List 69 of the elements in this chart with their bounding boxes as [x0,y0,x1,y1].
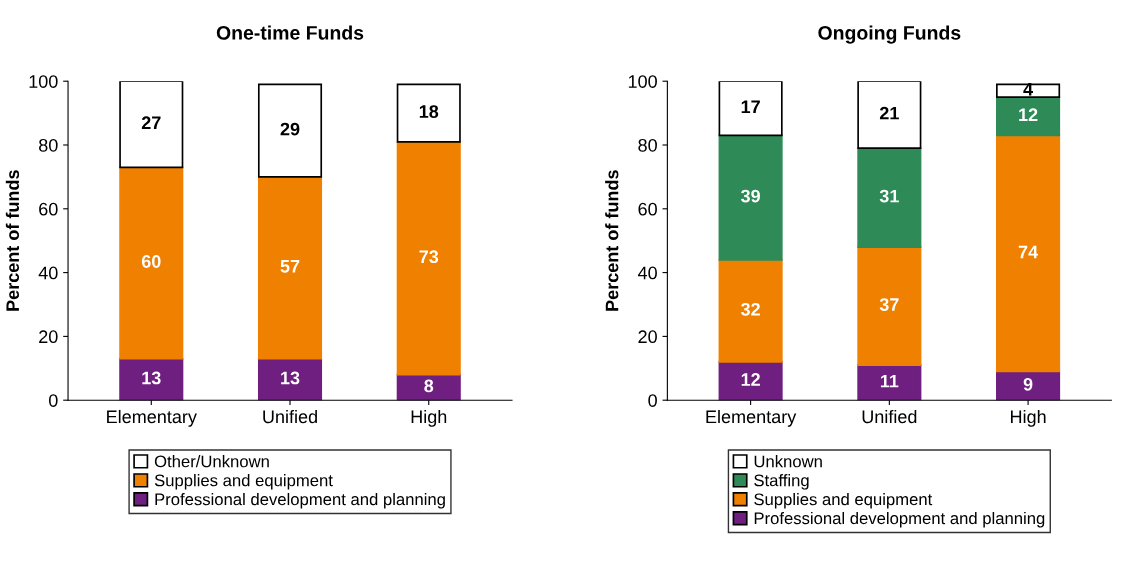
legend-label: Professional development and planning [754,511,1045,528]
y-tick-label: 40 [38,266,58,280]
data-label: 57 [280,260,300,273]
legend-label: Unknown [754,455,822,468]
data-label: 37 [879,298,899,311]
y-tick-label: 40 [637,266,657,280]
x-tick-label: High [411,409,447,427]
bar [996,134,1061,373]
bar [119,357,184,401]
y-tick-label: 0 [648,394,657,407]
legend-label: Supplies and equipment [154,474,333,490]
y-tick-label: 60 [638,202,657,216]
data-label: 73 [419,250,439,264]
x-tick-label: Unified [263,409,317,424]
bar [718,134,783,261]
legend-label: Professional development and planning [155,493,445,509]
data-label: 39 [740,189,760,203]
data-label: 60 [141,255,161,268]
bar [857,81,922,150]
data-label: 18 [419,105,439,118]
data-label: 32 [740,302,760,316]
data-label: 21 [879,106,899,120]
data-label: 13 [281,371,300,385]
y-tick-label: 20 [39,330,58,344]
y-tick-label: 20 [638,330,657,344]
bar [257,176,323,360]
data-label: 12 [741,373,760,386]
bar [996,83,1061,98]
bar [119,81,184,169]
data-label: 8 [424,379,434,393]
y-tick-label: 0 [48,394,58,407]
bar [718,259,783,363]
bar [857,246,922,366]
data-label: 74 [1018,245,1039,259]
data-label: 29 [280,122,300,136]
bar [396,83,461,143]
legend-label: Supplies and equipment [754,493,933,509]
chart-title: One-time Funds [216,25,364,40]
bar [257,83,323,178]
x-tick-label: Elementary [706,409,797,427]
y-tick-label: 60 [39,202,58,216]
y-tick-label: 100 [29,75,58,88]
data-label: 9 [1023,377,1033,391]
bar [119,166,184,360]
bar [996,370,1061,401]
data-label: 11 [880,374,899,388]
data-label: 13 [142,371,161,385]
y-axis-title: Percent of funds [605,170,619,311]
bar [718,81,783,137]
bar [257,357,323,401]
y-tick-label: 80 [39,138,58,152]
data-label: 27 [141,116,161,129]
data-label: 12 [1019,108,1038,121]
data-label: 31 [879,189,899,203]
y-axis-title: Percent of funds [5,170,20,311]
bar [996,96,1061,137]
legend-label: Staffing [754,474,809,490]
y-tick-label: 100 [628,75,657,88]
data-label: 17 [741,100,760,113]
bar [718,361,783,401]
legend-label: Other/Unknown [154,455,269,468]
bar [396,140,461,376]
y-tick-label: 80 [638,138,657,152]
bar [857,147,922,248]
x-tick-label: Elementary [107,409,197,427]
bar [857,364,922,401]
x-tick-label: Unified [862,409,917,424]
chart-title: Ongoing Funds [818,25,961,44]
x-tick-label: High [1010,409,1046,427]
